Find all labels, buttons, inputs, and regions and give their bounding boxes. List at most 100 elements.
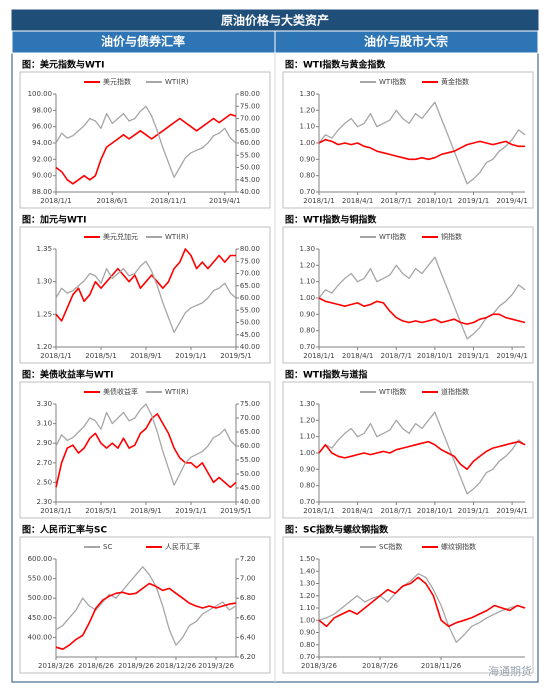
y-tick-label: 0.90 [300,155,316,163]
x-tick-label: 2019/4/1 [496,197,527,205]
y-tick-label: 400.00 [28,633,53,641]
column-title: 油价与债券汇率 [101,34,185,49]
series-line [318,576,526,628]
legend-label: 美元兑加元 [103,232,138,241]
y-tick-label: 1.30 [300,400,316,408]
y2-tick-label: 55.00 [240,151,260,159]
y-tick-label: 1.25 [37,310,53,318]
y2-tick-label: 50.00 [240,319,260,327]
y-tick-label: 90.00 [32,172,52,180]
y-tick-label: 1.00 [300,449,316,457]
y-tick-label: 1.20 [37,343,53,351]
x-tick-label: 2018/3/26 [301,662,337,670]
series-line [55,413,237,489]
y-tick-label: 1.00 [300,294,316,302]
x-tick-label: 2018/10/1 [417,352,453,360]
x-tick-label: 2018/3/26 [38,662,74,670]
y2-tick-label: 60.00 [240,294,260,302]
y2-tick-label: 40.00 [240,498,260,506]
chart-title: 图：美元指数与WTI [22,59,104,71]
y-tick-label: 1.00 [300,139,316,147]
y-tick-label: 1.10 [300,604,316,612]
chart-title: 图：SC指数与螺纹钢指数 [285,524,389,536]
x-tick-label: 2018/7/1 [381,507,412,515]
y2-tick-label: 55.00 [240,456,260,464]
y-tick-label: 1.35 [37,245,53,253]
x-tick-label: 2018/6/1 [97,197,128,205]
y2-tick-label: 70.00 [240,115,260,123]
x-tick-label: 2018/1/1 [303,352,334,360]
x-tick-label: 2018/5/1 [85,352,116,360]
x-tick-label: 2018/12/26 [156,662,197,670]
y-tick-label: 2.50 [37,478,53,486]
x-tick-label: 2018/4/1 [342,507,373,515]
legend-label: 人民币汇率 [165,542,200,551]
y2-tick-label: 50.00 [240,470,260,478]
x-tick-label: 2018/1/1 [40,352,71,360]
watermark: 海通期货 [488,664,532,678]
y2-tick-label: 45.00 [240,176,260,184]
y2-tick-label: 50.00 [240,164,260,172]
x-tick-label: 2019/1/1 [175,352,206,360]
y2-tick-label: 7.00 [240,575,256,583]
x-tick-label: 2019/4/1 [496,352,527,360]
y-tick-label: 1.10 [300,433,316,441]
x-tick-label: 2018/1/1 [303,507,334,515]
series-line [318,573,526,643]
y-tick-label: 1.30 [300,90,316,98]
y-tick-label: 2.90 [37,439,53,447]
y2-tick-label: 6.40 [240,633,256,641]
x-tick-label: 2018/9/26 [118,662,154,670]
legend-label: 道指指数 [441,387,469,396]
legend-label: 黄金指数 [441,77,469,86]
y-tick-label: 92.00 [32,155,52,163]
y2-tick-label: 7.20 [240,555,256,563]
chart-box [282,536,534,674]
chart-title: 图：美债收益率与WTI [22,369,113,381]
x-tick-label: 2018/10/1 [417,507,453,515]
y-tick-label: 0.70 [300,343,316,351]
y2-tick-label: 75.00 [240,400,260,408]
legend-label: 螺纹钢指数 [441,542,476,551]
chart-title: 图：WTI指数与黄金指数 [285,59,386,71]
y-tick-label: 1.50 [300,555,316,563]
y2-tick-label: 6.80 [240,594,256,602]
x-tick-label: 2018/11/26 [421,662,462,670]
y2-tick-label: 40.00 [240,188,260,196]
x-tick-label: 2018/7/1 [381,352,412,360]
legend-label: WTI指数 [379,387,406,396]
y-tick-label: 0.80 [300,327,316,335]
legend-label: WTI指数 [379,232,406,241]
x-tick-label: 2019/1/1 [175,507,206,515]
x-tick-label: 2018/6/26 [78,662,114,670]
y-tick-label: 1.20 [300,261,316,269]
y-tick-label: 1.20 [300,106,316,114]
legend-label: WTI(R) [165,78,189,86]
chart-title: 图：加元与WTI [22,214,86,226]
legend-label: 铜指数 [441,232,462,241]
y-tick-label: 0.90 [300,310,316,318]
series-line [55,260,237,333]
y2-tick-label: 6.20 [240,653,256,661]
x-tick-label: 2018/7/26 [362,662,398,670]
series-line [55,582,237,650]
y2-tick-label: 70.00 [240,270,260,278]
series-line [318,411,526,495]
column-bar [274,30,539,54]
y-tick-label: 500.00 [28,594,53,602]
chart-title: 图：人民币汇率与SC [22,524,107,536]
y2-tick-label: 80.00 [240,90,260,98]
x-tick-label: 2019/1/1 [458,197,489,205]
header-bar [12,10,538,31]
x-tick-label: 2018/1/1 [40,507,71,515]
y-tick-label: 1.30 [300,580,316,588]
series-line [318,440,526,471]
y2-tick-label: 60.00 [240,139,260,147]
x-tick-label: 2018/7/1 [381,197,412,205]
y2-tick-label: 65.00 [240,428,260,436]
page-title: 原油价格与大类资产 [221,13,329,28]
chart-box [19,71,271,209]
y2-tick-label: 75.00 [240,257,260,265]
y-tick-label: 1.00 [300,616,316,624]
y-tick-label: 100.00 [28,90,53,98]
